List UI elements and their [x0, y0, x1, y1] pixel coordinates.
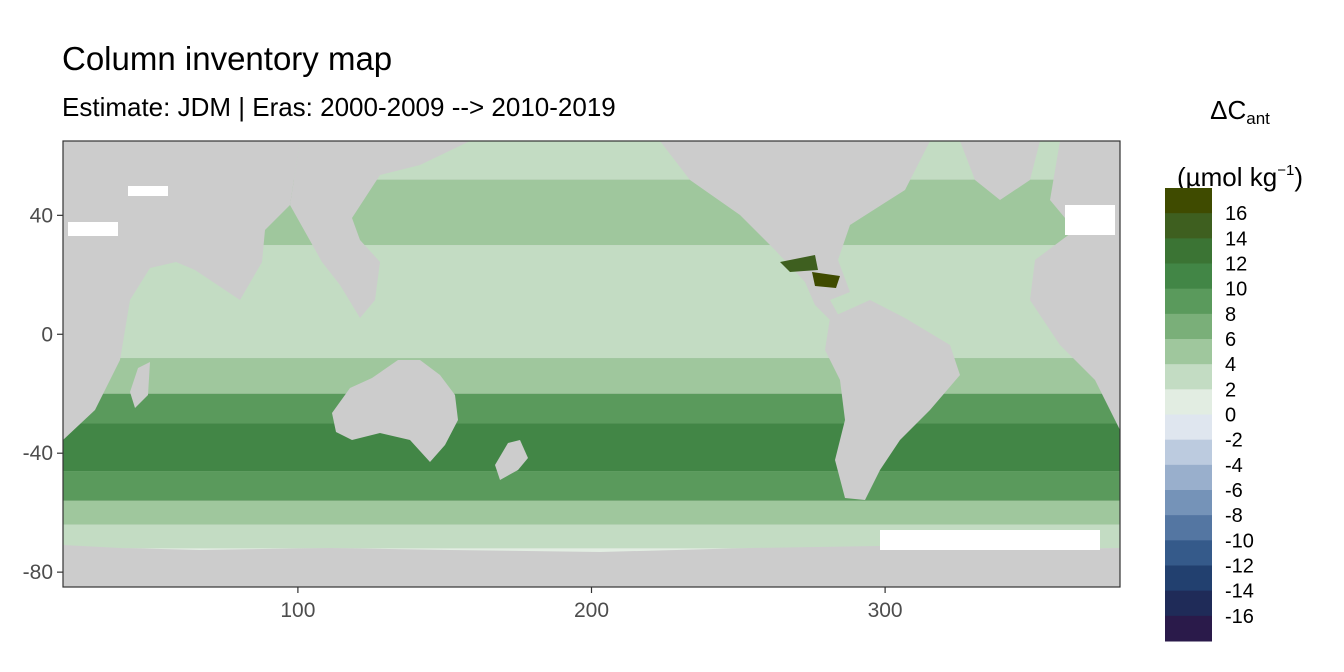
chart-title: Column inventory map [62, 40, 393, 77]
legend-label: -4 [1225, 455, 1243, 477]
legend-swatch [1165, 339, 1212, 365]
y-tick-label: 0 [41, 323, 53, 346]
x-axis: 100 200 300 [280, 587, 903, 622]
caribbean-patch [812, 272, 840, 288]
y-axis: 40 0 -40 -80 [23, 204, 63, 584]
legend-swatch [1165, 238, 1212, 264]
land-greenland [960, 141, 1040, 200]
legend-label: 0 [1225, 405, 1236, 427]
legend: 16 14 12 10 8 6 4 2 0 -2 -4 -6 -8 -10 -12 -14 -16 [1165, 188, 1254, 642]
land-asia [290, 141, 470, 318]
legend-swatch [1165, 464, 1212, 491]
ocean-band-3 [63, 310, 1120, 359]
y-tick-label: -40 [23, 442, 53, 465]
legend-label: 6 [1225, 329, 1236, 351]
legend-swatch [1165, 615, 1212, 642]
ocean-band-8 [63, 500, 1120, 525]
legend-swatch [1165, 590, 1212, 617]
x-tick-label: 200 [574, 599, 609, 622]
legend-title-unit: (µmol kg−1) [1177, 162, 1303, 192]
legend-swatch [1165, 364, 1212, 390]
missing-data-gaps [68, 186, 1115, 550]
legend-label: 16 [1225, 203, 1247, 225]
chart-subtitle: Estimate: JDM | Eras: 2000-2009 --> 2010… [62, 92, 616, 122]
land-central-america [805, 282, 840, 322]
legend-swatch [1165, 263, 1212, 290]
land-north-america [660, 141, 930, 300]
legend-label: 12 [1225, 254, 1247, 276]
legend-swatch [1165, 288, 1212, 315]
land-antarctica [63, 545, 1120, 587]
ocean-band-4 [63, 358, 1120, 394]
legend-swatch [1165, 565, 1212, 592]
legend-label: 8 [1225, 304, 1236, 326]
ocean-band-6 [63, 423, 1120, 472]
legend-label: -10 [1225, 530, 1254, 552]
caribbean-high-values [780, 255, 840, 288]
legend-swatch [1165, 540, 1212, 566]
legend-label: -2 [1225, 430, 1243, 452]
legend-swatch [1165, 414, 1212, 441]
legend-label: 14 [1225, 228, 1247, 250]
x-tick-label: 100 [280, 599, 315, 622]
legend-swatch [1165, 213, 1212, 239]
legend-label: 10 [1225, 279, 1247, 301]
legend-title: ΔCant (µmol kg−1) [1150, 84, 1330, 203]
land-australia [332, 360, 458, 462]
legend-swatch [1165, 490, 1212, 516]
legend-label: -8 [1225, 505, 1243, 527]
land-new-zealand [495, 440, 528, 480]
ocean-band-9 [63, 524, 1120, 549]
legend-label: -16 [1225, 606, 1254, 628]
ocean-band-5 [63, 393, 1120, 424]
legend-label: 4 [1225, 354, 1236, 376]
legend-swatch [1165, 389, 1212, 415]
legend-swatch [1165, 439, 1212, 466]
ocean-band-7 [63, 471, 1120, 501]
y-tick-label: 40 [30, 204, 53, 227]
x-tick-label: 300 [868, 599, 903, 622]
map-panel [63, 141, 1120, 587]
land-madagascar [130, 362, 150, 408]
legend-label: -12 [1225, 556, 1254, 578]
legend-title-variable: ΔCant [1210, 95, 1270, 128]
land-south-america [825, 300, 960, 500]
legend-swatch [1165, 313, 1212, 340]
legend-swatch [1165, 515, 1212, 541]
legend-label: -14 [1225, 581, 1254, 603]
gulf-of-mexico-patch [780, 255, 818, 272]
legend-label: -6 [1225, 480, 1243, 502]
legend-label: 2 [1225, 379, 1236, 401]
y-tick-label: -80 [23, 561, 53, 584]
land-africa [63, 141, 300, 440]
legend-swatch [1165, 188, 1212, 214]
